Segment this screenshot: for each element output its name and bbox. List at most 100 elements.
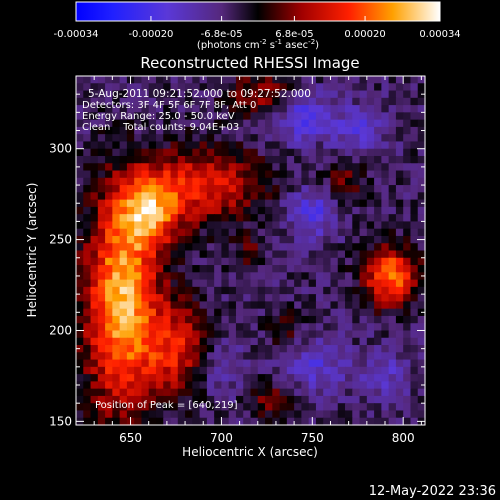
heatmap-cell xyxy=(206,272,215,281)
heatmap-cell xyxy=(243,97,252,106)
heatmap-cell xyxy=(395,199,404,208)
heatmap-cell xyxy=(141,76,150,84)
heatmap-cell xyxy=(105,330,113,339)
heatmap-cell xyxy=(330,155,339,164)
heatmap-cell xyxy=(308,119,317,128)
heatmap-cell xyxy=(148,221,157,230)
heatmap-cell xyxy=(403,272,412,281)
heatmap-cell xyxy=(315,374,324,382)
heatmap-cell xyxy=(155,279,164,288)
heatmap-cell xyxy=(359,352,368,361)
heatmap-cell xyxy=(221,315,230,324)
heatmap-cell xyxy=(374,90,382,99)
heatmap-cell xyxy=(141,185,150,193)
heatmap-cell xyxy=(206,170,215,179)
heatmap-cell xyxy=(279,177,288,186)
heatmap-cell xyxy=(83,192,92,201)
heatmap-cell xyxy=(359,374,368,382)
heatmap-cell xyxy=(221,235,230,244)
heatmap-cell xyxy=(366,228,375,237)
heatmap-cell xyxy=(279,308,288,317)
heatmap-cell xyxy=(294,308,302,317)
heatmap-cell xyxy=(141,105,150,113)
heatmap-cell xyxy=(345,337,353,346)
heatmap-cell xyxy=(410,315,419,324)
heatmap-cell xyxy=(76,395,84,404)
heatmap-cell xyxy=(315,395,324,404)
heatmap-cell xyxy=(257,90,266,99)
heatmap-cell xyxy=(388,403,397,412)
heatmap-cell xyxy=(170,345,179,353)
heatmap-cell xyxy=(163,112,172,121)
heatmap-cell xyxy=(228,417,237,426)
heatmap-cell xyxy=(206,345,215,353)
heatmap-cell xyxy=(155,388,164,397)
heatmap-cell xyxy=(192,126,201,135)
heatmap-cell xyxy=(301,323,310,332)
heatmap-cell xyxy=(235,228,244,237)
heatmap-cell xyxy=(76,105,84,113)
heatmap-cell xyxy=(112,90,121,99)
heatmap-cell xyxy=(105,192,113,201)
heatmap-cell xyxy=(119,134,128,143)
heatmap-cell xyxy=(141,235,150,244)
heatmap-cell xyxy=(243,126,252,135)
heatmap-cell xyxy=(272,359,281,368)
heatmap-cell xyxy=(417,257,426,266)
heatmap-cell xyxy=(134,395,143,404)
heatmap-cell xyxy=(395,97,404,106)
heatmap-cell xyxy=(126,294,135,302)
heatmap-cell xyxy=(395,403,404,412)
heatmap-cell xyxy=(177,286,186,295)
heatmap-cell xyxy=(417,214,426,223)
heatmap-cell xyxy=(105,243,113,252)
heatmap-cell xyxy=(134,250,143,259)
heatmap-cell xyxy=(199,286,208,295)
heatmap-cell xyxy=(279,214,288,223)
heatmap-cell xyxy=(359,308,368,317)
heatmap-cell xyxy=(97,315,106,324)
heatmap-cell xyxy=(301,148,310,157)
heatmap-cell xyxy=(235,163,244,172)
heatmap-cell xyxy=(228,214,237,223)
heatmap-cell xyxy=(148,294,157,302)
heatmap-cell xyxy=(308,155,317,164)
heatmap-cell xyxy=(76,221,84,230)
heatmap-cell xyxy=(163,155,172,164)
heatmap-cell xyxy=(163,163,172,172)
heatmap-cell xyxy=(163,83,172,92)
heatmap-cell xyxy=(206,410,215,419)
heatmap-cell xyxy=(206,315,215,324)
heatmap-cell xyxy=(192,286,201,295)
heatmap-cell xyxy=(301,301,310,310)
heatmap-cell xyxy=(170,221,179,230)
heatmap-cell xyxy=(119,272,128,281)
heatmap-cell xyxy=(141,417,150,426)
heatmap-cell xyxy=(126,395,135,404)
heatmap-cell xyxy=(417,286,426,295)
heatmap-cell xyxy=(214,410,223,419)
heatmap-cell xyxy=(345,199,353,208)
heatmap-cell xyxy=(97,243,106,252)
heatmap-cell xyxy=(286,112,295,121)
heatmap-cell xyxy=(177,301,186,310)
heatmap-cell xyxy=(395,279,404,288)
heatmap-cell xyxy=(148,112,157,121)
heatmap-cell xyxy=(206,163,215,172)
heatmap-cell xyxy=(185,374,193,382)
heatmap-cell xyxy=(206,337,215,346)
heatmap-cell xyxy=(257,308,266,317)
heatmap-cell xyxy=(359,134,368,143)
heatmap-cell xyxy=(97,323,106,332)
heatmap-cell xyxy=(119,417,128,426)
heatmap-cell xyxy=(192,141,201,150)
heatmap-cell xyxy=(337,279,346,288)
heatmap-cell xyxy=(177,90,186,99)
heatmap-cell xyxy=(366,214,375,223)
heatmap-cell xyxy=(257,403,266,412)
heatmap-cell xyxy=(112,330,121,339)
heatmap-cell xyxy=(134,388,143,397)
heatmap-cell xyxy=(410,410,419,419)
heatmap-cell xyxy=(308,90,317,99)
heatmap-cell xyxy=(308,141,317,150)
